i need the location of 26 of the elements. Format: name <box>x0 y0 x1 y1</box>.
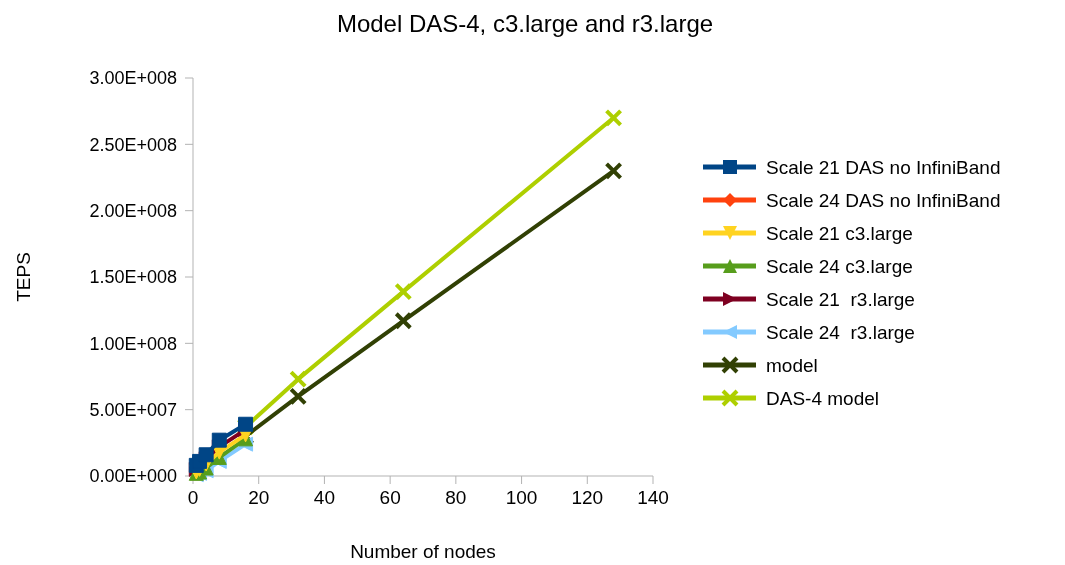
y-tick-label: 3.00E+008 <box>89 68 177 89</box>
x-tick-label: 20 <box>248 487 270 508</box>
legend-label: Scale 24 DAS no InfiniBand <box>766 189 1001 211</box>
x-tick-label: 60 <box>379 487 401 508</box>
y-tick-label: 0.00E+000 <box>89 466 177 487</box>
legend-label: model <box>766 354 818 376</box>
legend-label: Scale 24 c3.large <box>766 255 913 277</box>
x-tick-label: 80 <box>445 487 467 508</box>
x-axis-title: Number of nodes <box>350 541 496 562</box>
legend-label: DAS-4 model <box>766 387 879 409</box>
y-tick-label: 5.00E+007 <box>89 399 177 420</box>
y-tick-label: 2.00E+008 <box>89 200 177 221</box>
legend-label: Scale 21 DAS no InfiniBand <box>766 156 1001 178</box>
legend-label: Scale 21 c3.large <box>766 222 913 244</box>
legend-label: Scale 21 r3.large <box>766 288 915 310</box>
x-tick-label: 100 <box>505 487 538 508</box>
x-tick-label: 0 <box>187 487 199 508</box>
y-axis-title: TEPS <box>13 252 34 302</box>
x-tick-label: 140 <box>637 487 669 508</box>
chart-title: Model DAS-4, c3.large and r3.large <box>336 10 714 37</box>
x-tick-label: 40 <box>313 487 335 508</box>
y-tick-label: 2.50E+008 <box>89 134 177 155</box>
y-tick-label: 1.50E+008 <box>89 267 177 288</box>
x-tick-label: 120 <box>571 487 604 508</box>
legend-label: Scale 24 r3.large <box>766 321 915 343</box>
y-tick-label: 1.00E+008 <box>89 333 177 354</box>
